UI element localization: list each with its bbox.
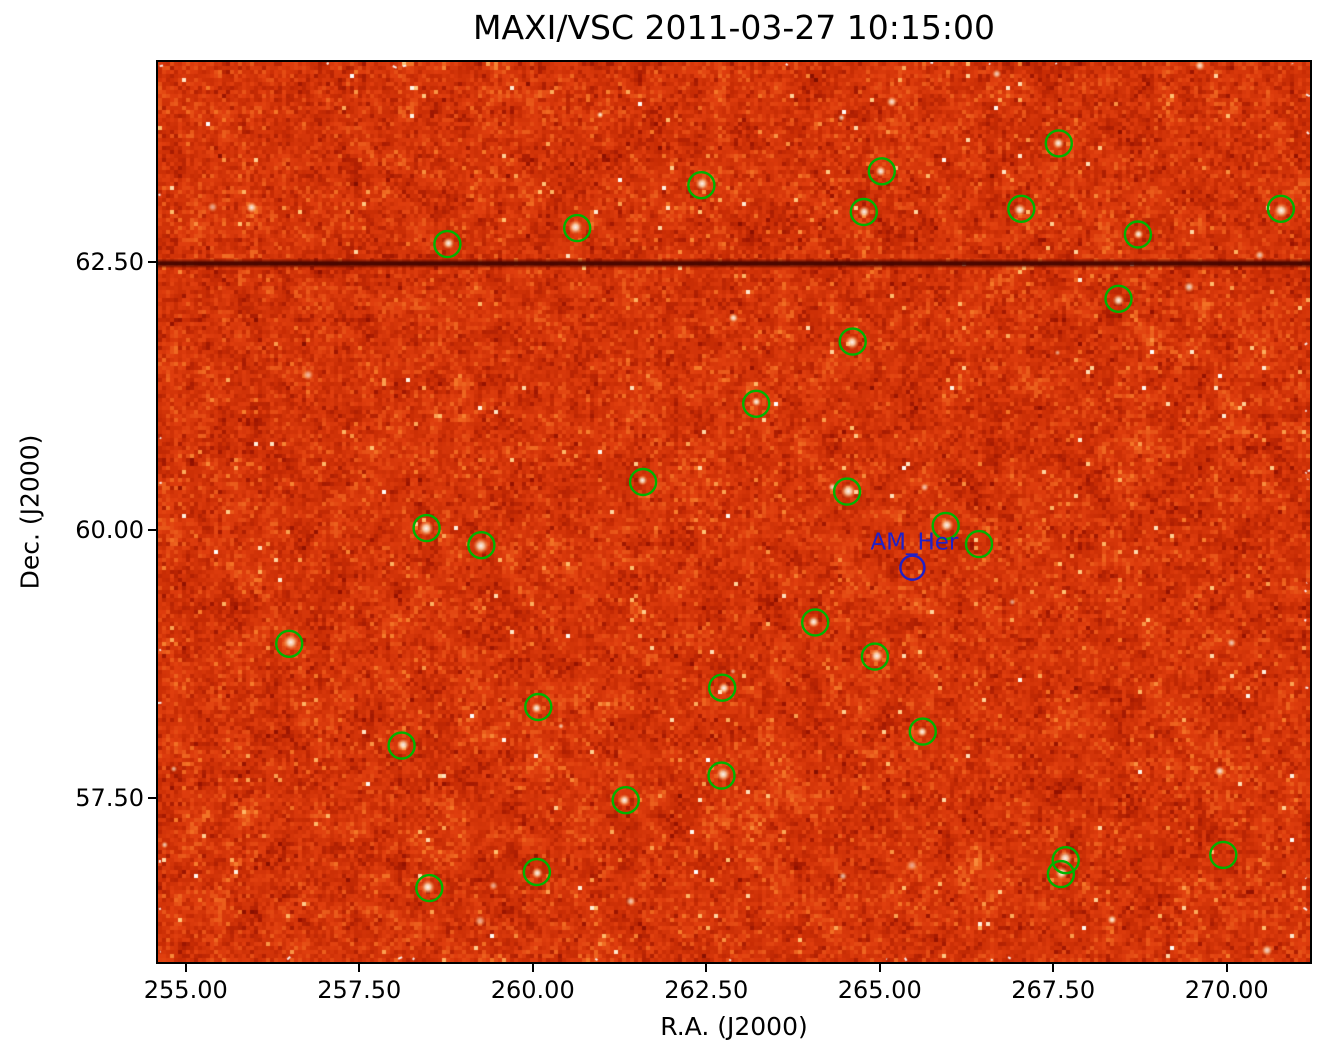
source-marker-circle bbox=[849, 197, 878, 227]
source-marker-circle bbox=[1104, 284, 1133, 314]
source-marker-circle bbox=[1007, 194, 1036, 224]
source-marker-circle bbox=[387, 731, 416, 760]
source-marker-circle bbox=[931, 511, 960, 541]
source-marker-circle bbox=[274, 629, 304, 658]
source-marker-circle bbox=[1051, 846, 1080, 875]
x-tick-label: 265.00 bbox=[837, 976, 922, 1004]
y-tick-mark bbox=[148, 529, 156, 532]
x-tick-mark bbox=[1225, 964, 1228, 972]
source-marker-circle bbox=[801, 608, 830, 637]
x-tick-label: 270.00 bbox=[1184, 976, 1269, 1004]
x-tick-label: 260.00 bbox=[490, 976, 575, 1004]
source-marker-circle bbox=[1209, 840, 1238, 870]
x-tick-mark bbox=[705, 964, 708, 972]
source-marker-circle bbox=[908, 717, 937, 746]
source-marker-circle bbox=[415, 873, 444, 903]
source-marker-circle bbox=[412, 513, 441, 543]
y-tick-mark bbox=[148, 261, 156, 264]
source-marker-circle bbox=[742, 389, 771, 418]
source-marker-circle bbox=[867, 157, 896, 186]
source-marker-circle bbox=[860, 642, 890, 671]
marker-overlay: AM_Her bbox=[274, 129, 1296, 903]
x-tick-mark bbox=[184, 964, 187, 972]
plot-area: AM_Her bbox=[158, 62, 1310, 962]
y-tick-label: 57.50 bbox=[75, 784, 144, 813]
x-tick-mark bbox=[1052, 964, 1055, 972]
source-marker-circle bbox=[964, 529, 994, 559]
annotation-label: AM_Her bbox=[870, 530, 959, 556]
source-marker-circle bbox=[563, 213, 592, 243]
source-marker-circle bbox=[832, 477, 862, 506]
source-marker-circle bbox=[467, 531, 496, 560]
source-marker-circle bbox=[1123, 220, 1153, 249]
chart-title: MAXI/VSC 2011-03-27 10:15:00 bbox=[472, 8, 996, 47]
x-tick-mark bbox=[531, 964, 534, 972]
x-axis-label: R.A. (J2000) bbox=[660, 1012, 808, 1041]
source-marker-circle bbox=[433, 229, 462, 259]
source-marker-circle bbox=[687, 170, 716, 200]
x-tick-mark bbox=[358, 964, 361, 972]
source-marker-circle bbox=[707, 761, 736, 790]
source-marker-circle bbox=[524, 692, 553, 722]
annotation-circle bbox=[899, 554, 926, 581]
y-tick-label: 60.00 bbox=[75, 516, 144, 545]
source-marker-circle bbox=[1044, 129, 1073, 158]
source-marker-circle bbox=[522, 857, 552, 887]
source-marker-circle bbox=[838, 327, 867, 356]
sky-image-canvas bbox=[158, 62, 1310, 962]
y-tick-mark bbox=[148, 797, 156, 800]
source-marker-circle bbox=[611, 786, 640, 815]
x-tick-label: 255.00 bbox=[143, 976, 228, 1004]
x-tick-label: 267.50 bbox=[1011, 976, 1096, 1004]
x-tick-mark bbox=[878, 964, 881, 972]
source-marker-circle bbox=[628, 467, 658, 497]
source-marker-circle bbox=[708, 673, 737, 702]
x-tick-label: 262.50 bbox=[664, 976, 749, 1004]
source-marker-circle bbox=[1046, 859, 1076, 889]
source-marker-circle bbox=[1266, 194, 1296, 224]
x-tick-label: 257.50 bbox=[317, 976, 402, 1004]
y-tick-label: 62.50 bbox=[75, 248, 144, 277]
y-axis-label: Dec. (J2000) bbox=[15, 434, 45, 590]
